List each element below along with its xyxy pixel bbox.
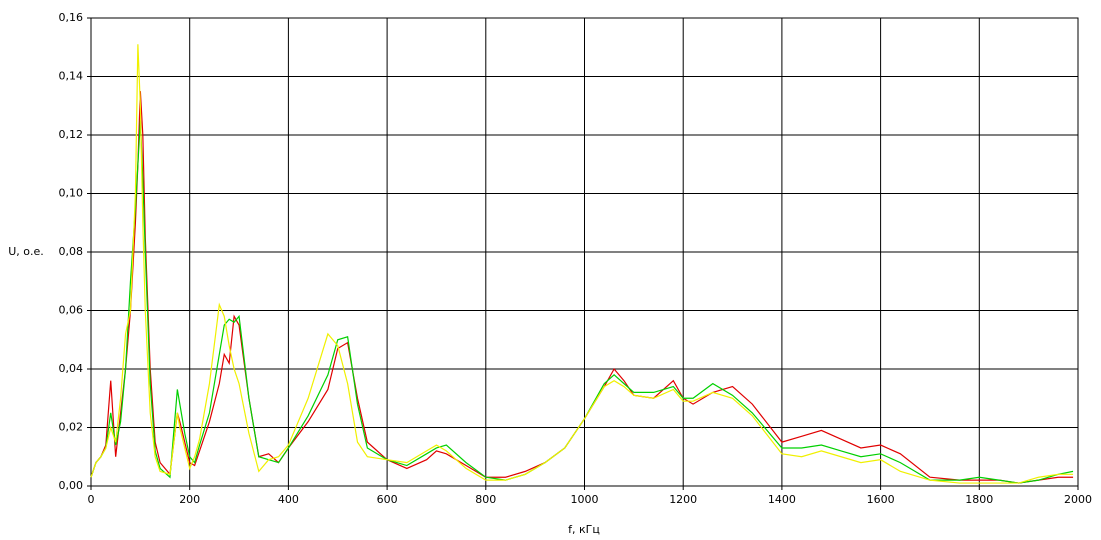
x-tick-label: 600 [377,493,398,506]
y-tick-label: 0,00 [59,479,84,492]
y-tick-label: 0,04 [59,362,84,375]
x-tick-label: 1400 [768,493,796,506]
y-tick-label: 0,10 [59,187,84,200]
x-tick-label: 400 [278,493,299,506]
x-tick-label: 1000 [571,493,599,506]
x-tick-label: 1600 [867,493,895,506]
y-tick-label: 0,14 [59,70,84,83]
x-tick-label: 200 [179,493,200,506]
y-tick-label: 0,08 [59,245,84,258]
y-tick-label: 0,12 [59,128,84,141]
x-tick-label: 1200 [669,493,697,506]
plot-border [90,17,1079,487]
series-line [90,91,1074,484]
x-tick-label: 0 [88,493,95,506]
y-tick-label: 0,02 [59,421,84,434]
x-tick-label: 2000 [1064,493,1092,506]
x-tick-label: 800 [475,493,496,506]
y-tick-label: 0,06 [59,304,84,317]
x-tick-label: 1800 [965,493,993,506]
y-tick-label: 0,16 [59,11,84,24]
series-line [90,44,1074,484]
y-axis-label: U, о.е. [8,245,44,258]
series-line [90,120,1074,484]
x-axis-label: f, кГц [568,523,600,536]
